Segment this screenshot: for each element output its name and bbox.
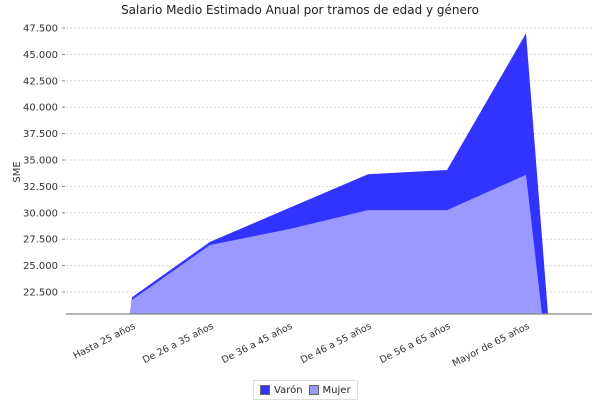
x-tick-label: Mayor de 65 años <box>451 321 532 369</box>
chart-areas <box>130 33 548 314</box>
y-tick-label: 37.500 <box>23 129 58 140</box>
legend: Varón Mujer <box>253 380 358 400</box>
x-tick-label: Hasta 25 años <box>72 321 138 362</box>
chart-title: Salario Medio Estimado Anual por tramos … <box>121 3 479 17</box>
legend-item-varon[interactable]: Varón <box>260 385 303 396</box>
y-tick-label: 30.000 <box>23 208 58 219</box>
legend-label-mujer: Mujer <box>322 384 351 396</box>
y-tick-label: 27.500 <box>23 235 58 246</box>
x-tick-label: De 26 a 35 años <box>141 321 215 366</box>
y-tick-label: 45.000 <box>23 50 58 61</box>
area-mujer <box>130 174 542 314</box>
legend-item-mujer[interactable]: Mujer <box>308 384 351 396</box>
y-tick-label: 42.500 <box>23 76 58 87</box>
legend-label-varon: Varón <box>274 384 303 396</box>
y-tick-label: 47.500 <box>23 24 58 35</box>
y-tick-label: 35.000 <box>23 156 58 167</box>
legend-swatch-varon <box>260 385 270 395</box>
y-tick-label: 32.500 <box>23 182 58 193</box>
x-axis: Hasta 25 años De 26 a 35 años De 36 a 45 a… <box>66 313 592 369</box>
x-tick-label: De 56 a 65 años <box>378 321 452 366</box>
y-axis-label: SME <box>12 161 23 182</box>
y-tick-label: 40.000 <box>23 103 58 114</box>
y-tick-label: 25.000 <box>23 261 58 272</box>
y-axis: 22.500 25.000 27.500 30.000 32.500 35.000 37.5… <box>23 24 65 299</box>
x-tick-label: De 46 a 55 años <box>299 321 373 366</box>
y-tick-label: 22.500 <box>23 288 58 299</box>
legend-swatch-mujer <box>308 385 319 395</box>
x-tick-label: De 36 a 45 años <box>220 321 294 366</box>
